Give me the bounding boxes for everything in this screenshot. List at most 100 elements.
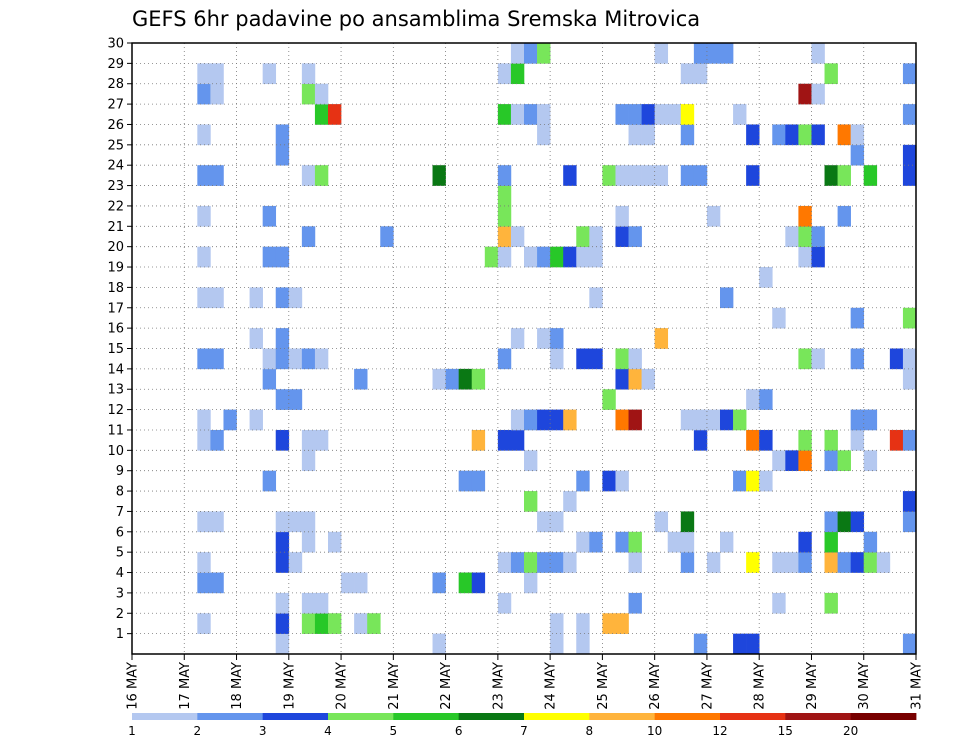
heatmap-cell <box>720 531 734 553</box>
heatmap-cell <box>746 389 760 410</box>
heatmap-cell <box>628 409 642 431</box>
heatmap-cell <box>902 633 917 655</box>
heatmap-cell <box>510 429 525 451</box>
heatmap-cell <box>301 511 316 533</box>
heatmap-cell <box>615 348 629 370</box>
x-tick-label: 25 MAY <box>596 662 611 710</box>
heatmap-cell <box>811 83 825 105</box>
heatmap-cell <box>680 511 695 533</box>
heatmap-cell <box>550 348 564 370</box>
legend-color-box <box>262 713 329 720</box>
y-tick-label: 14 <box>107 362 124 377</box>
heatmap-cell <box>497 104 512 125</box>
heatmap-cell <box>654 328 669 349</box>
heatmap-cell <box>354 368 368 390</box>
heatmap-cell <box>445 368 459 390</box>
y-tick-label: 12 <box>107 403 124 418</box>
heatmap-cell <box>811 124 825 146</box>
heatmap-cell <box>693 429 708 451</box>
heatmap-cell <box>693 165 708 186</box>
heatmap-cell <box>837 165 851 186</box>
heatmap-cell <box>354 613 368 634</box>
heatmap-cell <box>889 348 904 370</box>
heatmap-cell <box>706 552 721 573</box>
heatmap-cell <box>628 124 642 146</box>
heatmap-cell <box>693 409 708 431</box>
heatmap-cell <box>563 246 577 268</box>
heatmap-cell <box>314 348 329 370</box>
heatmap-cell <box>902 511 917 533</box>
heatmap-cell <box>602 389 616 410</box>
x-tick-label: 30 MAY <box>857 662 872 710</box>
heatmap-cell <box>197 572 211 594</box>
legend-level-label: 20 <box>843 724 858 738</box>
y-tick-label: 23 <box>107 179 124 194</box>
heatmap-cell <box>563 491 577 512</box>
heatmap-cell <box>654 511 669 533</box>
heatmap-cell <box>850 429 865 451</box>
heatmap-cell <box>902 307 917 329</box>
heatmap-cell <box>863 165 878 186</box>
heatmap-cell <box>902 429 917 451</box>
heatmap-cell <box>275 531 290 553</box>
heatmap-cell <box>497 165 512 186</box>
y-tick-label: 5 <box>116 546 124 561</box>
heatmap-cell <box>615 531 629 553</box>
legend-level-label: 6 <box>455 724 463 738</box>
heatmap-cell <box>628 552 642 573</box>
heatmap-cell <box>850 348 865 370</box>
heatmap-cell <box>628 531 642 553</box>
x-tick-label: 18 MAY <box>230 662 245 710</box>
heatmap-cell <box>785 450 799 471</box>
heatmap-cell <box>524 572 538 594</box>
heatmap-cell <box>497 246 512 268</box>
heatmap-cell <box>850 409 865 431</box>
heatmap-cell <box>197 83 211 105</box>
heatmap-cell <box>210 511 224 533</box>
heatmap-cell <box>837 450 851 471</box>
heatmap-cell <box>550 613 564 634</box>
legend-color-box <box>850 713 917 720</box>
heatmap-cell <box>197 287 211 309</box>
heatmap-cell <box>301 83 316 105</box>
heatmap-cell <box>432 633 446 655</box>
heatmap-cell <box>288 287 303 309</box>
x-tick-label: 21 MAY <box>387 662 402 710</box>
heatmap-cell <box>367 613 381 634</box>
heatmap-cell <box>589 226 603 247</box>
heatmap-cell <box>314 83 329 105</box>
heatmap-cell <box>550 511 564 533</box>
heatmap-cell <box>301 531 316 553</box>
heatmap-cell <box>524 104 538 125</box>
heatmap-cell <box>197 63 211 85</box>
legend-level-label: 1 <box>128 724 136 738</box>
x-tick-label: 29 MAY <box>805 662 820 710</box>
heatmap-cell <box>798 205 812 227</box>
heatmap-cell <box>824 511 838 533</box>
heatmap-cell <box>458 470 473 492</box>
heatmap-cell <box>811 43 825 64</box>
heatmap-cell <box>798 348 812 370</box>
y-tick-label: 15 <box>107 342 124 357</box>
heatmap-cell <box>576 226 590 247</box>
heatmap-cell <box>759 389 773 410</box>
heatmap-cell <box>798 552 812 573</box>
heatmap-cell <box>680 165 695 186</box>
heatmap-cell <box>798 246 812 268</box>
heatmap-cell <box>537 328 551 349</box>
heatmap-cell <box>850 307 865 329</box>
heatmap-cell <box>262 470 277 492</box>
y-tick-label: 21 <box>107 220 124 235</box>
heatmap-cell <box>497 552 512 573</box>
heatmap-cell <box>772 124 786 146</box>
heatmap-cell <box>275 613 290 634</box>
legend-color-box <box>197 713 264 720</box>
heatmap-cell <box>510 63 525 85</box>
heatmap-cell <box>824 165 838 186</box>
heatmap-cell <box>328 613 342 634</box>
heatmap-cell <box>537 409 551 431</box>
heatmap-cell <box>811 348 825 370</box>
legend-level-label: 7 <box>520 724 528 738</box>
heatmap-cell <box>288 389 303 410</box>
heatmap-cell <box>902 348 917 370</box>
